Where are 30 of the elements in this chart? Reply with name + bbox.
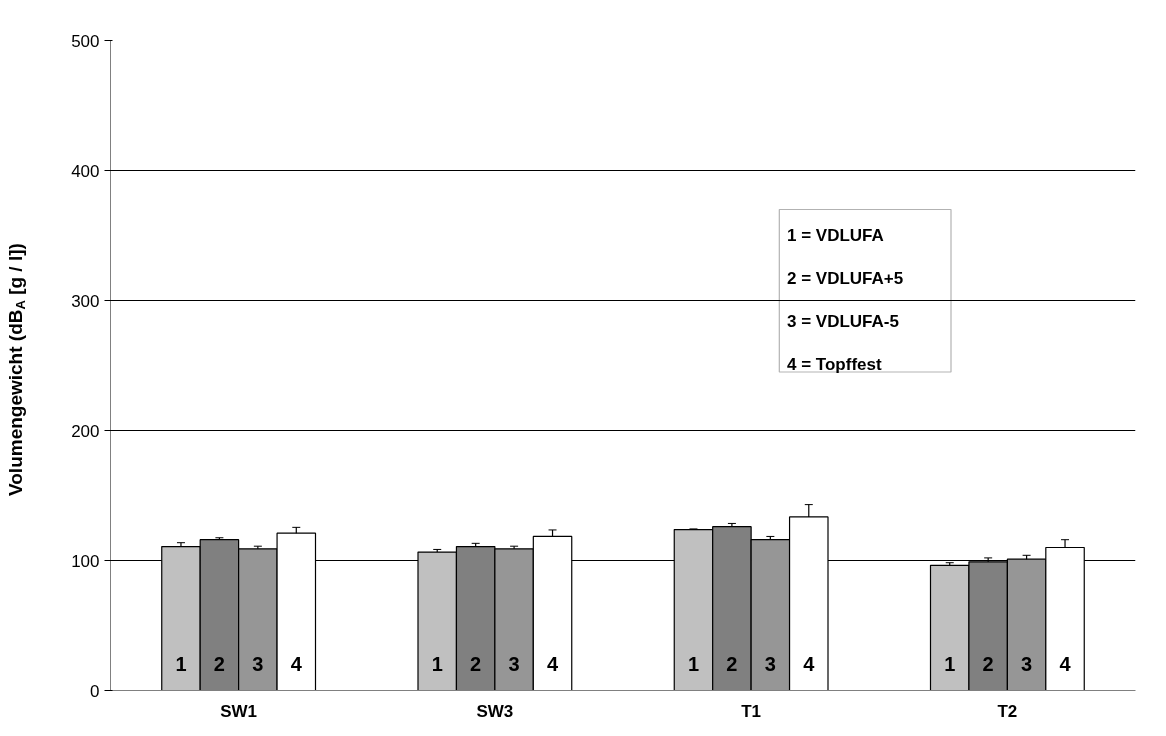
series-label: 4	[546, 653, 559, 675]
text: 2	[213, 653, 225, 675]
series-label: 1	[687, 653, 700, 675]
text: 1	[175, 653, 187, 675]
text: 3	[252, 653, 264, 675]
text: 4	[803, 653, 815, 675]
x-tick-label: SW1	[220, 701, 258, 721]
annotation: 2 = VDLUFA+5	[787, 268, 904, 288]
text: 3	[764, 653, 776, 675]
text: 2	[726, 653, 738, 675]
y-tick-label: 400	[71, 161, 100, 181]
y-tick-label: 0	[90, 681, 100, 701]
y-tick-label: 100	[71, 551, 100, 571]
y-tick-label: 500	[71, 31, 100, 51]
text: 1	[431, 653, 443, 675]
annotation: 4 = Topffest	[787, 354, 882, 374]
text: 2	[982, 653, 994, 675]
x-tick-label: T1	[741, 701, 762, 721]
annotation: 1 = VDLUFA	[787, 226, 884, 245]
y-tick-label: 300	[71, 291, 100, 311]
series-label: 3	[1021, 653, 1033, 675]
text: 3	[508, 653, 520, 675]
text: 1	[944, 653, 956, 675]
x-tick-label: T2	[997, 701, 1018, 721]
y-tick-label: 200	[71, 421, 100, 441]
series-label: 2	[470, 653, 482, 675]
text: 4	[1059, 653, 1071, 675]
annotation: 3 = VDLUFA-5	[787, 311, 899, 331]
text: 4	[290, 653, 302, 675]
x-tick-label: SW3	[476, 701, 514, 721]
